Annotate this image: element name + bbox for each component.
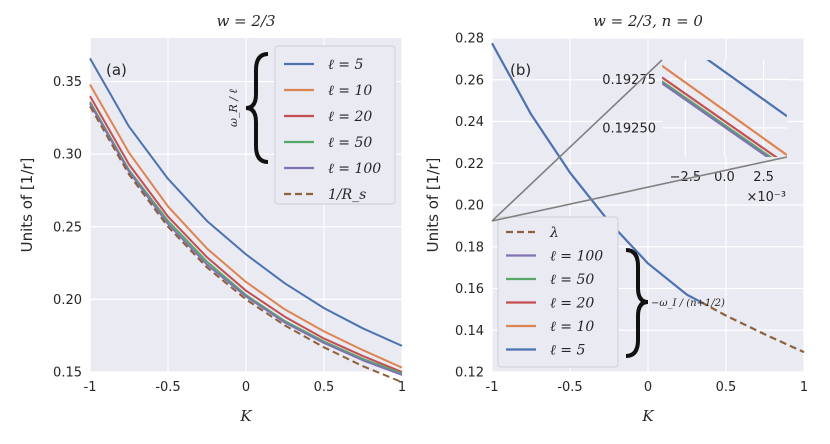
panel-a-series-line xyxy=(89,102,403,376)
panel-a-series-line xyxy=(89,95,403,373)
panel-b-xlabel: K xyxy=(641,407,654,425)
panel-a-xlabel: K xyxy=(239,407,252,425)
panel-b-brace-label: −ω_I / (n+1/2) xyxy=(651,298,725,309)
panel-a-series-line xyxy=(89,83,403,369)
panel-b-legend: λ ℓ = 100 ℓ = 50 ℓ = 20 ℓ = 10 ℓ = 5 xyxy=(497,216,619,368)
panel-b-legend-label: ℓ = 5 xyxy=(550,343,585,359)
inset-x-scale-label: ×10⁻³ xyxy=(746,190,786,205)
panel-a-title: w = 2/3 xyxy=(216,12,275,30)
panel-a-ylabel: Units of [1/r] xyxy=(18,158,36,253)
panel-b-xtick-label: -0.5 xyxy=(557,380,582,395)
panel-b-ytick-label: 0.24 xyxy=(455,115,484,130)
panel-a-ytick-label: 0.15 xyxy=(53,366,82,381)
panel-b-ytick-label: 0.14 xyxy=(455,324,484,339)
panel-b-inset: −2.5 0.0 2.5 0.19250 0.19275 ×10⁻³ xyxy=(602,60,787,205)
panel-a-label: (a) xyxy=(106,61,127,79)
panel-a-brace xyxy=(245,52,269,164)
panel-a-xtick-label: -0.5 xyxy=(155,380,180,395)
inset-ytick-label: 0.19275 xyxy=(602,73,656,88)
panel-b-series-line xyxy=(700,301,805,354)
panel-a-xtick-label: 1 xyxy=(398,380,406,395)
panel-b-legend-label: ℓ = 10 xyxy=(550,319,594,335)
inset-connector-bottom xyxy=(491,156,788,222)
panel-a-ytick-label: 0.30 xyxy=(53,148,82,163)
panel-b-legend-label: λ xyxy=(549,225,559,241)
panel-a-series-line xyxy=(89,101,403,375)
inset-connector-top xyxy=(491,59,663,222)
panel-b-ytick-label: 0.12 xyxy=(455,366,484,381)
panel-a-legend-label: ℓ = 5 xyxy=(328,57,363,73)
panel-b-xtick-label: 1 xyxy=(800,380,808,395)
panel-a-legend-label: ℓ = 50 xyxy=(328,135,372,151)
panel-a-series-line xyxy=(89,105,403,384)
panel-a-legend-label: ℓ = 20 xyxy=(328,109,372,125)
panel-b-legend-label: ℓ = 50 xyxy=(550,272,594,288)
panel-a-legend-label: 1/R_s xyxy=(328,187,366,203)
panel-a-ytick-label: 0.20 xyxy=(53,293,82,308)
panel-b: w = 2/3, n = 0 (b) K Units of [1/r] -1 -0… xyxy=(424,12,808,425)
panel-b-brace xyxy=(625,248,649,358)
panel-b-ylabel: Units of [1/r] xyxy=(424,158,442,253)
panel-a-legend-label: ℓ = 100 xyxy=(328,161,381,177)
panel-b-ytick-label: 0.18 xyxy=(455,240,484,255)
panel-a-series-line xyxy=(89,57,403,347)
panel-a: w = 2/3 (a) K Units of [1/r] -1 -0.5 0 0.5 1… xyxy=(18,12,406,425)
panel-a-xtick-label: -1 xyxy=(84,380,97,395)
panel-a-xtick-label: 0.5 xyxy=(314,380,335,395)
panel-a-legend-label: ℓ = 10 xyxy=(328,83,372,99)
panel-b-ytick-label: 0.20 xyxy=(455,199,484,214)
panel-b-ytick-label: 0.28 xyxy=(455,32,484,47)
panel-b-label: (b) xyxy=(510,61,531,79)
panel-a-xtick-label: 0 xyxy=(242,380,250,395)
inset-series-line xyxy=(706,60,787,118)
panel-b-ytick-label: 0.16 xyxy=(455,282,484,297)
panel-b-xtick-label: -1 xyxy=(486,380,499,395)
inset-series-line xyxy=(662,76,778,157)
inset-series-line xyxy=(662,64,787,156)
inset-xtick-label: 2.5 xyxy=(753,170,774,185)
panel-a-ytick-label: 0.35 xyxy=(53,75,82,90)
panel-b-xtick-label: 0 xyxy=(644,380,652,395)
panel-a-brace-label: ω_R / ℓ xyxy=(227,89,240,127)
panel-b-ytick-label: 0.22 xyxy=(455,157,484,172)
inset-series-line xyxy=(662,82,770,157)
inset-xtick-label: −2.5 xyxy=(670,170,702,185)
panel-a-legend: ℓ = 5 ℓ = 10 ℓ = 20 ℓ = 50 ℓ = 100 1/R_s xyxy=(274,45,396,205)
panel-b-legend-label: ℓ = 100 xyxy=(550,249,603,265)
panel-b-ytick-label: 0.26 xyxy=(455,73,484,88)
inset-ytick-label: 0.19250 xyxy=(602,121,656,136)
panel-b-legend-label: ℓ = 20 xyxy=(550,296,594,312)
inset-series-line xyxy=(662,80,773,157)
panel-a-ytick-label: 0.25 xyxy=(53,220,82,235)
panel-b-xtick-label: 0.5 xyxy=(716,380,737,395)
panel-b-title: w = 2/3, n = 0 xyxy=(593,12,703,30)
inset-xtick-label: 0.0 xyxy=(714,170,735,185)
